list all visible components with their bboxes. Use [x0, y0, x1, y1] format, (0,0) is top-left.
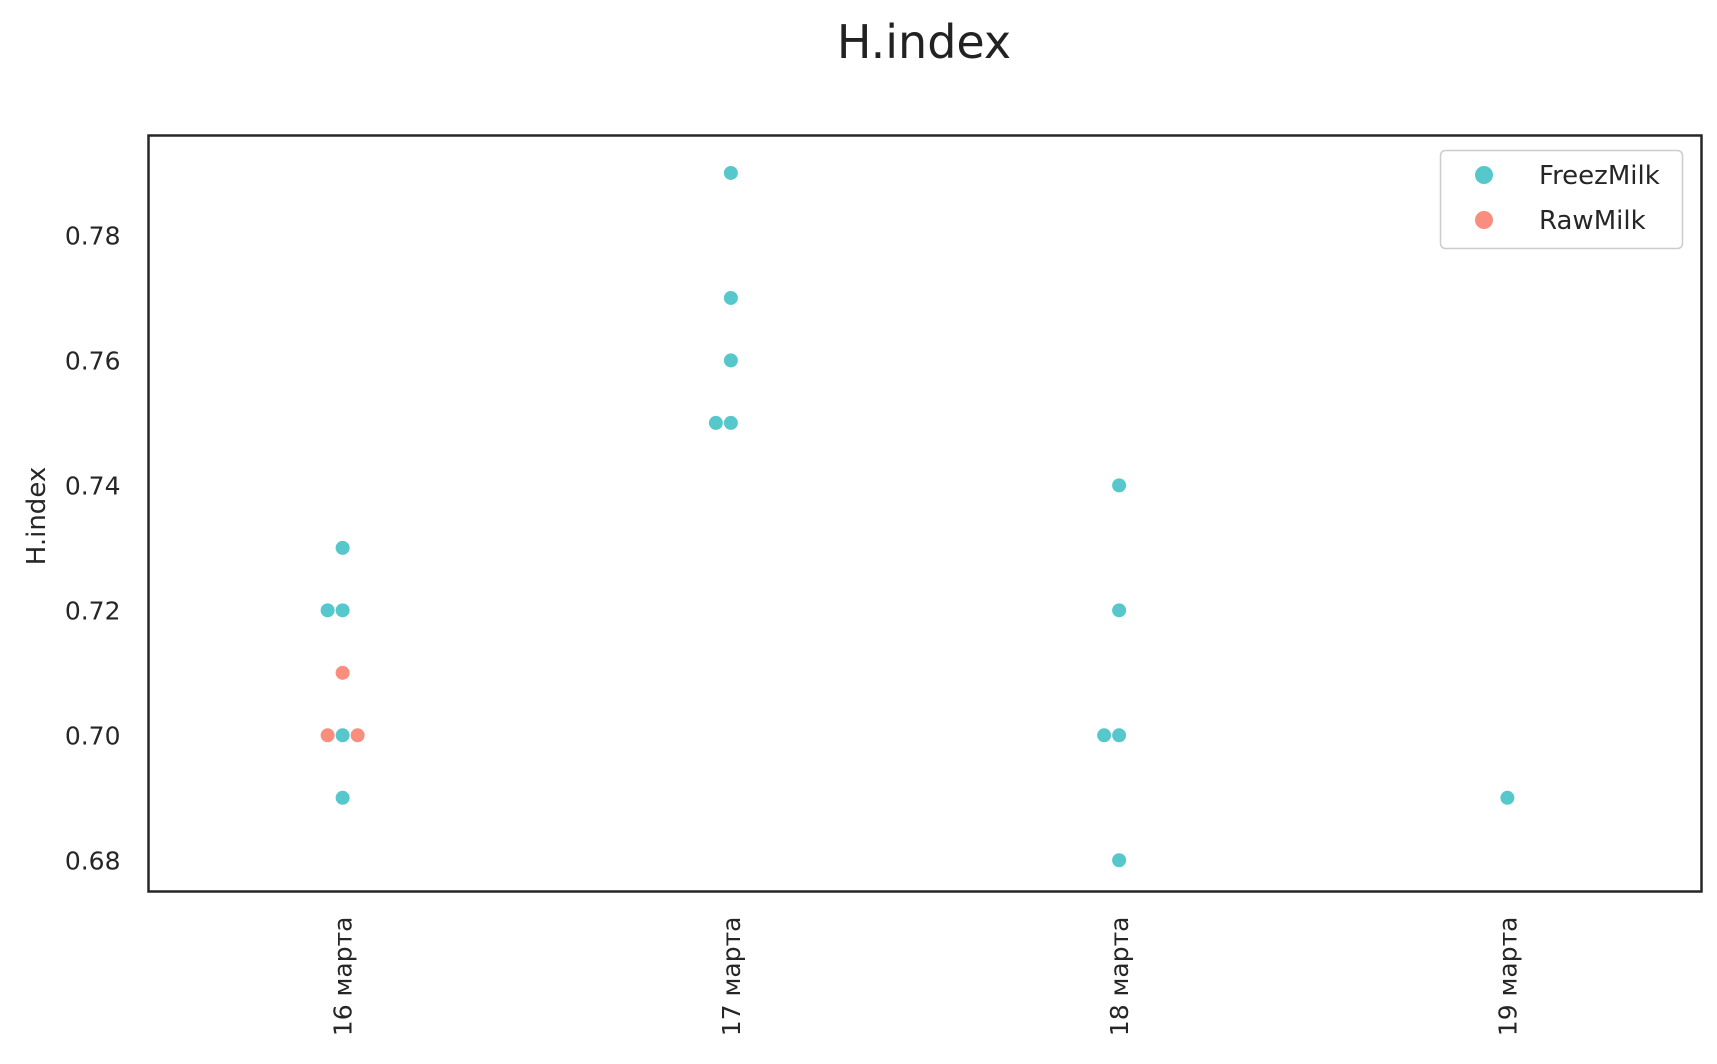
legend-marker-rawmilk	[1475, 211, 1493, 229]
data-point-freezmilk	[708, 415, 723, 430]
data-point-freezmilk	[335, 603, 350, 618]
x-tick-label: 17 марта	[717, 917, 746, 1037]
y-axis-label: H.index	[22, 467, 52, 566]
y-tick-label: 0.74	[65, 471, 121, 500]
y-tick-label: 0.72	[65, 596, 121, 625]
data-point-freezmilk	[723, 353, 738, 368]
data-point-rawmilk	[350, 728, 365, 743]
x-tick-label: 18 марта	[1105, 917, 1134, 1037]
data-point-freezmilk	[723, 165, 738, 180]
data-point-rawmilk	[335, 665, 350, 680]
y-tick-label: 0.68	[65, 846, 121, 875]
marks-layer	[320, 165, 1515, 868]
data-point-freezmilk	[1097, 728, 1112, 743]
data-point-freezmilk	[723, 415, 738, 430]
x-tick-label: 19 марта	[1493, 917, 1522, 1037]
y-tick-label: 0.78	[65, 221, 121, 250]
data-point-freezmilk	[1500, 790, 1515, 805]
data-point-freezmilk	[1112, 478, 1127, 493]
y-axis: 0.68 0.70 0.72 0.74 0.76 0.78	[65, 221, 121, 875]
data-point-rawmilk	[320, 728, 335, 743]
legend-label-freezmilk: FreezMilk	[1539, 161, 1660, 191]
data-point-freezmilk	[320, 603, 335, 618]
legend: FreezMilk RawMilk	[1439, 149, 1684, 250]
chart-title: H.index	[837, 15, 1011, 69]
plot-frame	[147, 134, 1703, 893]
data-point-freezmilk	[1112, 853, 1127, 868]
data-point-freezmilk	[1112, 728, 1127, 743]
data-point-freezmilk	[1112, 603, 1127, 618]
legend-box	[1439, 149, 1684, 250]
data-point-freezmilk	[335, 540, 350, 555]
data-point-freezmilk	[335, 728, 350, 743]
data-point-freezmilk	[335, 790, 350, 805]
y-tick-label: 0.76	[65, 346, 121, 375]
legend-marker-freezmilk	[1475, 166, 1493, 184]
data-point-freezmilk	[723, 290, 738, 305]
x-axis: 16 марта 17 марта 18 марта 19 марта	[329, 917, 1523, 1037]
x-tick-label: 16 марта	[329, 917, 358, 1037]
legend-label-rawmilk: RawMilk	[1539, 206, 1646, 236]
y-tick-label: 0.70	[65, 721, 121, 750]
